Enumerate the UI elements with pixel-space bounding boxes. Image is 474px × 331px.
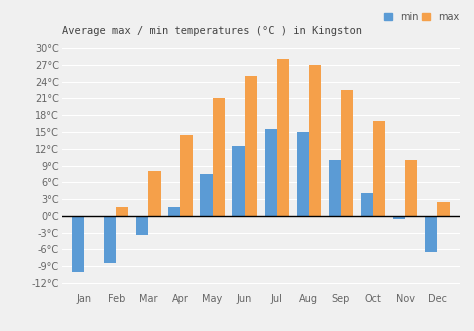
Bar	[361, 193, 373, 216]
Bar	[329, 160, 341, 216]
Legend: min, max: min, max	[384, 12, 459, 22]
Bar	[232, 146, 245, 216]
Bar	[181, 135, 192, 216]
Bar	[116, 208, 128, 216]
Bar	[277, 59, 289, 216]
Bar	[438, 202, 449, 216]
Bar	[393, 216, 405, 218]
Bar	[309, 65, 321, 216]
Bar	[264, 129, 277, 216]
Bar	[405, 160, 418, 216]
Bar	[148, 171, 161, 216]
Bar	[212, 98, 225, 216]
Bar	[373, 121, 385, 216]
Bar	[104, 216, 116, 263]
Bar	[168, 208, 181, 216]
Bar	[297, 132, 309, 216]
Bar	[341, 90, 353, 216]
Text: Average max / min temperatures (°C ) in Kingston: Average max / min temperatures (°C ) in …	[62, 26, 362, 36]
Bar	[425, 216, 438, 252]
Bar	[72, 216, 84, 272]
Bar	[201, 174, 212, 216]
Bar	[245, 76, 257, 216]
Bar	[136, 216, 148, 235]
